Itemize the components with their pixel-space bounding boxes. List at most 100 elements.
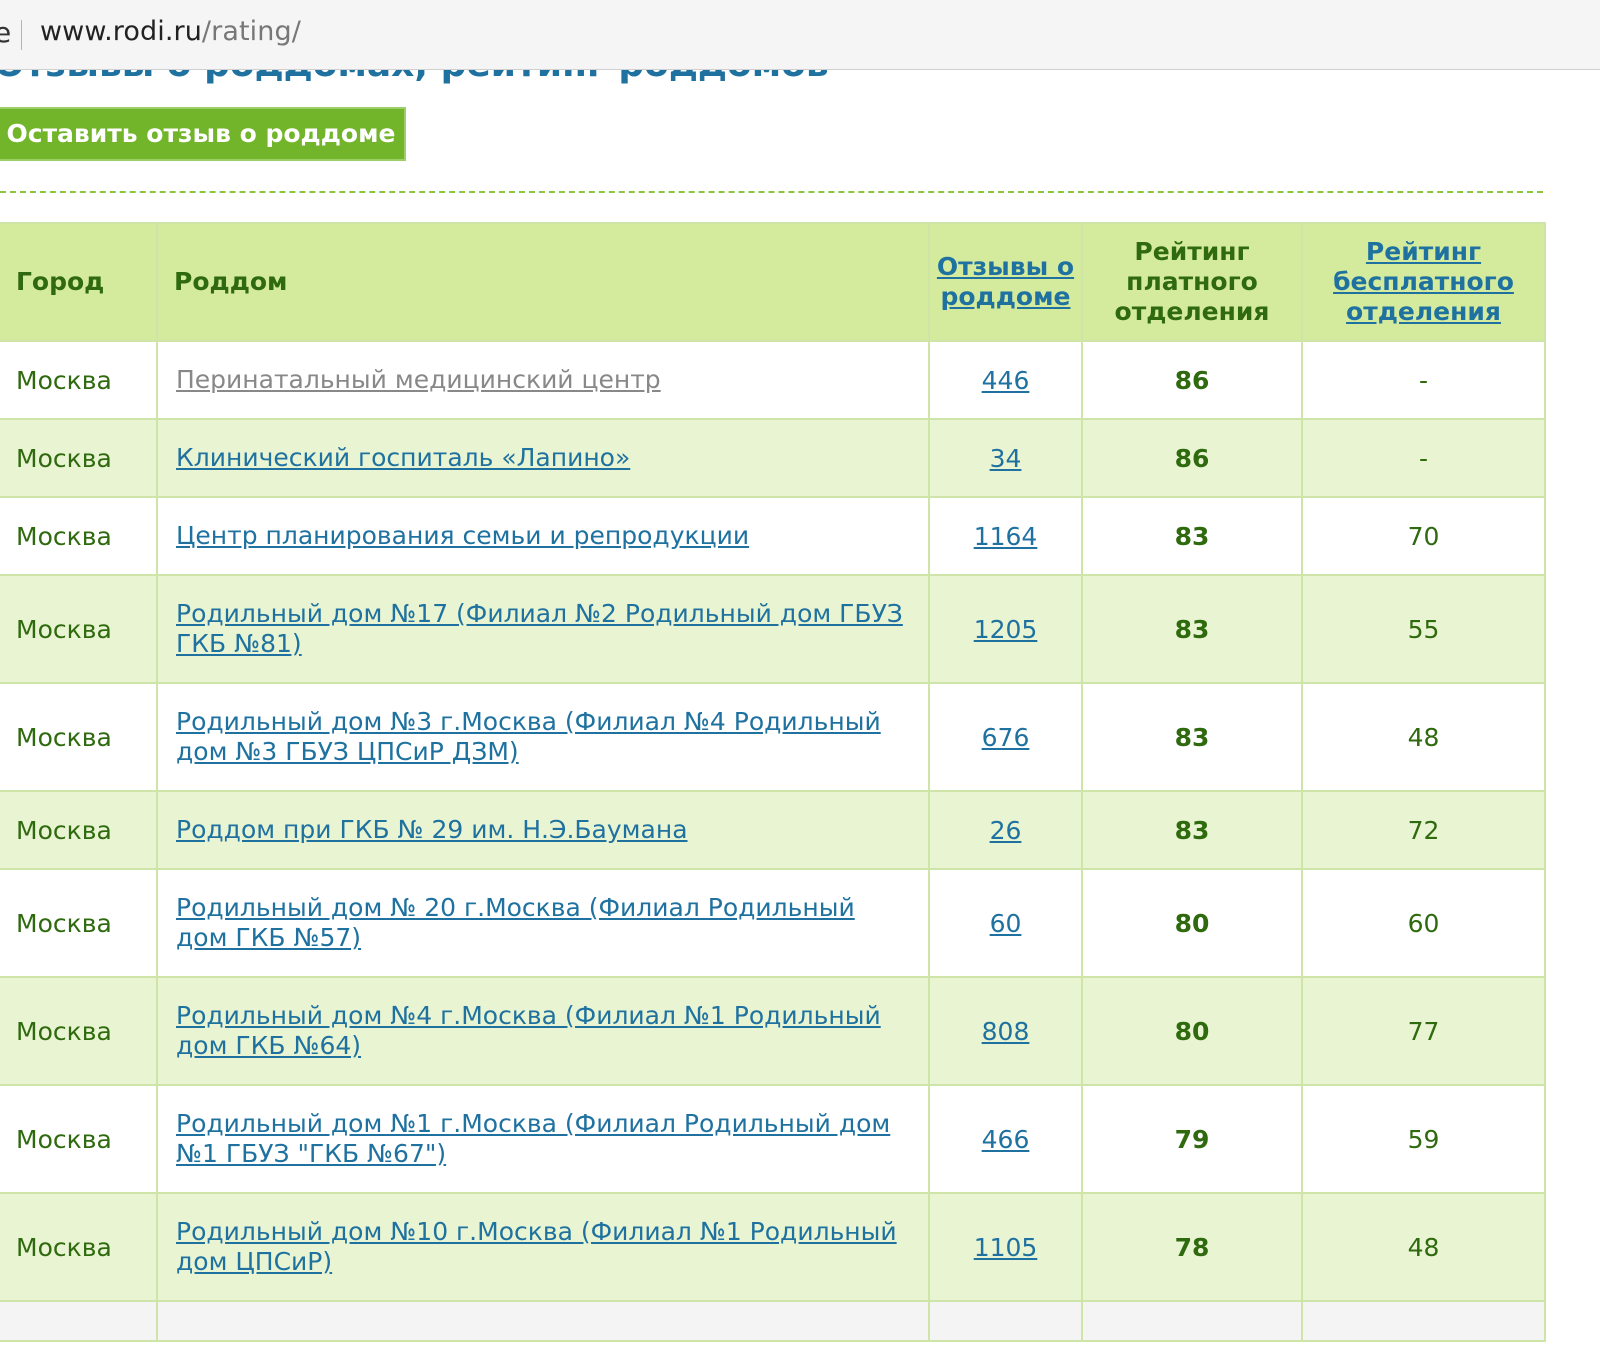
hospital-cell: Родильный дом № 20 г.Москва (Филиал Роди… — [156, 868, 930, 978]
table-row: Москва Родильный дом №3 г.Москва (Филиал… — [0, 682, 1546, 792]
reviews-cell: 1105 — [928, 1192, 1083, 1302]
table-row: Москва Родильный дом №17 (Филиал №2 Роди… — [0, 574, 1546, 684]
empty-cell — [928, 1300, 1083, 1342]
reviews-cell: 1205 — [928, 574, 1083, 684]
reviews-cell: 446 — [928, 340, 1083, 420]
city-cell: Москва — [0, 1192, 158, 1302]
rating-table: Город Роддом Отзывы о роддоме Рейтинг пл… — [0, 222, 1546, 1342]
table-row: Москва Родильный дом № 20 г.Москва (Фили… — [0, 868, 1546, 978]
url-text[interactable]: www.rodi.ru/rating/ — [40, 16, 301, 47]
hospital-cell: Родильный дом №4 г.Москва (Филиал №1 Род… — [156, 976, 930, 1086]
url-path: /rating/ — [201, 16, 301, 47]
free-rating-cell: 60 — [1301, 868, 1546, 978]
hospital-link[interactable]: Родильный дом №1 г.Москва (Филиал Родиль… — [176, 1109, 891, 1168]
city-cell: Москва — [0, 976, 158, 1086]
hospital-link[interactable]: Родильный дом №4 г.Москва (Филиал №1 Род… — [176, 1001, 881, 1060]
paid-rating-cell: 80 — [1081, 868, 1303, 978]
browser-address-bar[interactable]: e www.rodi.ru/rating/ — [0, 0, 1600, 70]
dashed-divider — [0, 191, 1543, 193]
table-row: Москва Родильный дом №1 г.Москва (Филиал… — [0, 1084, 1546, 1194]
free-rating-cell: 48 — [1301, 682, 1546, 792]
hospital-cell: Родильный дом №17 (Филиал №2 Родильный д… — [156, 574, 930, 684]
table-row: Москва Роддом при ГКБ № 29 им. Н.Э.Баума… — [0, 790, 1546, 870]
city-cell: Москва — [0, 1084, 158, 1194]
header-paid-rating: Рейтинг платного отделения — [1081, 222, 1303, 342]
table-body: Москва Перинатальный медицинский центр 4… — [0, 340, 1546, 1342]
reviews-count-link[interactable]: 808 — [981, 1016, 1030, 1046]
reviews-count-link[interactable]: 1105 — [973, 1232, 1038, 1262]
reviews-cell: 60 — [928, 868, 1083, 978]
table-row-partial — [0, 1300, 1546, 1342]
paid-rating-cell: 83 — [1081, 496, 1303, 576]
reviews-count-link[interactable]: 34 — [989, 443, 1022, 473]
table-row: Москва Центр планирования семьи и репрод… — [0, 496, 1546, 576]
hospital-link[interactable]: Родильный дом №10 г.Москва (Филиал №1 Ро… — [176, 1217, 897, 1276]
address-separator — [21, 20, 22, 50]
hospital-cell: Перинатальный медицинский центр — [156, 340, 930, 420]
free-rating-cell: 55 — [1301, 574, 1546, 684]
hospital-cell: Родильный дом №3 г.Москва (Филиал №4 Род… — [156, 682, 930, 792]
paid-rating-cell: 80 — [1081, 976, 1303, 1086]
table-row: Москва Клинический госпиталь «Лапино» 34… — [0, 418, 1546, 498]
paid-rating-cell: 86 — [1081, 340, 1303, 420]
header-city: Город — [0, 222, 158, 342]
paid-rating-cell: 83 — [1081, 574, 1303, 684]
empty-cell — [156, 1300, 930, 1342]
hospital-cell: Клинический госпиталь «Лапино» — [156, 418, 930, 498]
reviews-cell: 676 — [928, 682, 1083, 792]
empty-cell — [1081, 1300, 1303, 1342]
city-cell: Москва — [0, 868, 158, 978]
table-row: Москва Перинатальный медицинский центр 4… — [0, 340, 1546, 420]
city-cell: Москва — [0, 790, 158, 870]
reviews-cell: 1164 — [928, 496, 1083, 576]
empty-cell — [0, 1300, 158, 1342]
table-header-row: Город Роддом Отзывы о роддоме Рейтинг пл… — [0, 222, 1546, 342]
table-row: Москва Родильный дом №4 г.Москва (Филиал… — [0, 976, 1546, 1086]
sort-by-free-rating-link[interactable]: Рейтинг бесплатного отделения — [1333, 237, 1514, 326]
header-hospital: Роддом — [156, 222, 930, 342]
free-rating-cell: 77 — [1301, 976, 1546, 1086]
hospital-link[interactable]: Центр планирования семьи и репродукции — [176, 521, 750, 550]
city-cell: Москва — [0, 574, 158, 684]
paid-rating-cell: 83 — [1081, 790, 1303, 870]
free-rating-cell: 48 — [1301, 1192, 1546, 1302]
reviews-count-link[interactable]: 676 — [981, 722, 1030, 752]
leave-review-button[interactable]: Оставить отзыв о роддоме — [0, 107, 406, 161]
free-rating-cell: 59 — [1301, 1084, 1546, 1194]
hospital-cell: Роддом при ГКБ № 29 им. Н.Э.Баумана — [156, 790, 930, 870]
paid-rating-cell: 86 — [1081, 418, 1303, 498]
city-cell: Москва — [0, 682, 158, 792]
reviews-count-link[interactable]: 1205 — [973, 614, 1038, 644]
header-free-rating[interactable]: Рейтинг бесплатного отделения — [1301, 222, 1546, 342]
reviews-count-link[interactable]: 26 — [989, 815, 1022, 845]
free-rating-cell: 70 — [1301, 496, 1546, 576]
sort-by-reviews-link[interactable]: Отзывы о роддоме — [936, 252, 1075, 311]
hospital-cell: Родильный дом №10 г.Москва (Филиал №1 Ро… — [156, 1192, 930, 1302]
reviews-cell: 26 — [928, 790, 1083, 870]
paid-rating-cell: 83 — [1081, 682, 1303, 792]
reviews-count-link[interactable]: 466 — [981, 1124, 1030, 1154]
city-cell: Москва — [0, 496, 158, 576]
reviews-count-link[interactable]: 446 — [981, 365, 1030, 395]
hospital-link[interactable]: Перинатальный медицинский центр — [176, 365, 661, 394]
hospital-link[interactable]: Родильный дом №3 г.Москва (Филиал №4 Род… — [176, 707, 881, 766]
browser-address-edge-text: e — [0, 16, 12, 49]
paid-rating-cell: 79 — [1081, 1084, 1303, 1194]
url-host: www.rodi.ru — [40, 16, 202, 47]
hospital-link[interactable]: Родильный дом № 20 г.Москва (Филиал Роди… — [176, 893, 855, 952]
hospital-cell: Родильный дом №1 г.Москва (Филиал Родиль… — [156, 1084, 930, 1194]
table-row: Москва Родильный дом №10 г.Москва (Филиа… — [0, 1192, 1546, 1302]
reviews-count-link[interactable]: 1164 — [973, 521, 1038, 551]
hospital-link[interactable]: Клинический госпиталь «Лапино» — [176, 443, 631, 472]
city-cell: Москва — [0, 418, 158, 498]
hospital-link[interactable]: Роддом при ГКБ № 29 им. Н.Э.Баумана — [176, 815, 688, 844]
city-cell: Москва — [0, 340, 158, 420]
free-rating-cell: - — [1301, 340, 1546, 420]
reviews-cell: 808 — [928, 976, 1083, 1086]
reviews-count-link[interactable]: 60 — [989, 908, 1022, 938]
reviews-cell: 466 — [928, 1084, 1083, 1194]
header-reviews[interactable]: Отзывы о роддоме — [928, 222, 1083, 342]
hospital-link[interactable]: Родильный дом №17 (Филиал №2 Родильный д… — [176, 599, 903, 658]
reviews-cell: 34 — [928, 418, 1083, 498]
hospital-cell: Центр планирования семьи и репродукции — [156, 496, 930, 576]
